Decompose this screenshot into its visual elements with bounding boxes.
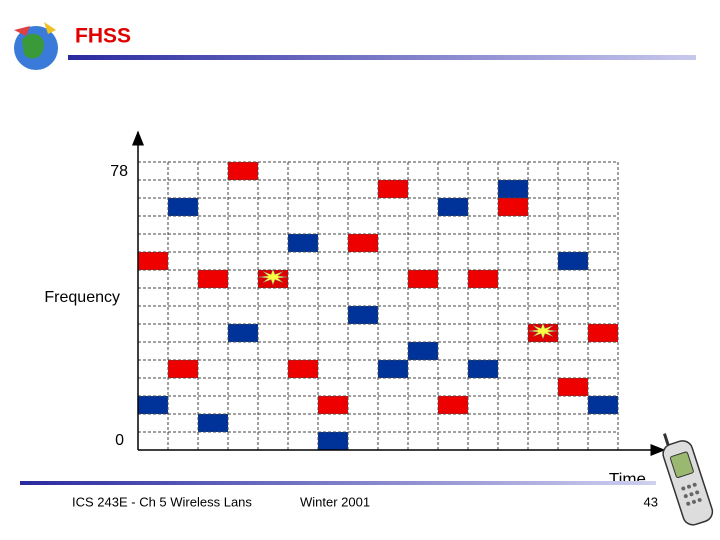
slide-title: FHSS: [75, 25, 131, 48]
blue-hop: [318, 432, 348, 450]
blue-hop: [228, 324, 258, 342]
red-hop: [318, 396, 348, 414]
header-rule: [68, 55, 696, 60]
blue-hop: [138, 396, 168, 414]
red-hop: [468, 270, 498, 288]
red-hop: [198, 270, 228, 288]
blue-hop: [348, 306, 378, 324]
red-hop: [498, 198, 528, 216]
hop-grid: [138, 161, 619, 450]
collision-burst: [258, 268, 288, 286]
footer-rule: [20, 481, 656, 485]
blue-hop: [378, 360, 408, 378]
blue-hop: [498, 180, 528, 198]
phone-icon: [662, 433, 714, 526]
blue-hop: [438, 198, 468, 216]
red-hop: [138, 252, 168, 270]
red-hop: [288, 360, 318, 378]
blue-hop: [468, 360, 498, 378]
blue-hop: [558, 252, 588, 270]
footer-term: Winter 2001: [300, 494, 370, 509]
y-top-label: 78: [110, 163, 128, 180]
red-hop: [438, 396, 468, 414]
footer-course: ICS 243E - Ch 5 Wireless Lans: [72, 494, 252, 509]
blue-hop: [588, 396, 618, 414]
red-hop: [588, 324, 618, 342]
red-hop: [348, 234, 378, 252]
blue-hop: [198, 414, 228, 432]
logo: [14, 22, 58, 70]
red-hop: [558, 378, 588, 396]
red-hop: [168, 360, 198, 378]
red-hop: [378, 180, 408, 198]
blue-hop: [408, 342, 438, 360]
x-axis-label: Time: [609, 469, 646, 488]
y-bottom-label: 0: [115, 432, 124, 449]
collision-burst: [528, 322, 558, 340]
red-hop: [408, 270, 438, 288]
red-hop: [228, 162, 258, 180]
y-axis-label: Frequency: [44, 289, 120, 306]
footer-page: 43: [644, 494, 658, 509]
blue-hop: [288, 234, 318, 252]
blue-hop: [168, 198, 198, 216]
